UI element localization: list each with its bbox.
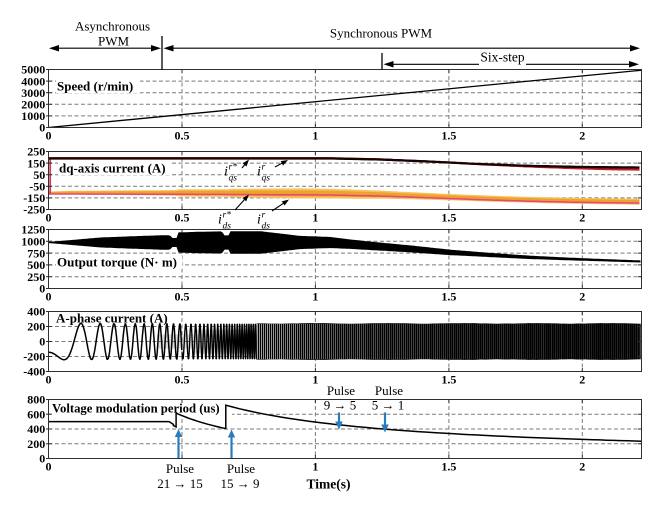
svg-text:1: 1 [312,129,318,143]
svg-text:50: 50 [33,168,45,182]
svg-text:Six-step: Six-step [480,50,525,65]
svg-text:9 → 5: 9 → 5 [324,397,357,412]
svg-text:0: 0 [46,290,52,304]
svg-text:2: 2 [579,129,585,143]
svg-text:r*: r* [229,163,238,173]
svg-text:0: 0 [46,460,52,474]
svg-text:2000: 2000 [21,98,45,112]
svg-text:Speed (r/min): Speed (r/min) [57,79,133,94]
svg-text:-400: -400 [23,365,45,379]
svg-text:0: 0 [39,282,45,296]
svg-text:i: i [257,165,261,180]
svg-text:21 → 15: 21 → 15 [157,476,203,491]
svg-text:Pulse: Pulse [227,461,255,476]
svg-text:dq-axis current (A): dq-axis current (A) [59,161,166,176]
svg-text:1000: 1000 [21,109,45,123]
svg-text:Pulse: Pulse [327,383,355,398]
svg-text:Output torque (N· m): Output torque (N· m) [57,255,177,270]
svg-text:0.5: 0.5 [175,129,190,143]
svg-text:PWM: PWM [98,33,130,48]
svg-text:1: 1 [312,460,318,474]
svg-text:800: 800 [27,393,45,407]
svg-text:qs: qs [229,174,238,184]
svg-text:1000: 1000 [21,235,45,249]
svg-text:i: i [224,165,228,180]
svg-text:-150: -150 [23,191,45,205]
svg-text:Asynchronous: Asynchronous [75,19,150,34]
svg-text:2: 2 [579,290,585,304]
svg-text:-50: -50 [29,180,45,194]
svg-text:0: 0 [46,373,52,387]
svg-text:-200: -200 [23,350,45,364]
svg-text:200: 200 [27,320,45,334]
svg-text:600: 600 [27,407,45,421]
svg-text:1.5: 1.5 [441,129,456,143]
svg-text:4000: 4000 [21,74,45,88]
svg-text:2: 2 [579,211,585,225]
svg-text:0: 0 [46,211,52,225]
svg-text:500: 500 [27,258,45,272]
svg-text:0: 0 [39,121,45,135]
svg-text:400: 400 [27,422,45,436]
svg-text:1: 1 [312,373,318,387]
svg-text:0: 0 [46,129,52,143]
svg-text:i: i [257,213,261,228]
svg-text:i: i [218,213,222,228]
svg-text:150: 150 [27,156,45,170]
svg-text:250: 250 [27,270,45,284]
svg-text:1: 1 [312,290,318,304]
svg-text:5 → 1: 5 → 1 [372,397,405,412]
svg-text:1.5: 1.5 [441,290,456,304]
svg-text:Pulse: Pulse [166,461,194,476]
svg-text:2: 2 [579,460,585,474]
svg-text:r: r [262,163,266,173]
svg-text:200: 200 [27,437,45,451]
svg-text:0.5: 0.5 [175,290,190,304]
svg-text:15 → 9: 15 → 9 [221,476,260,491]
svg-text:0.5: 0.5 [175,373,190,387]
svg-text:1.5: 1.5 [441,460,456,474]
svg-text:ds: ds [262,222,271,232]
svg-text:r*: r* [223,211,232,221]
svg-text:Voltage modulation period (us): Voltage modulation period (us) [52,402,220,416]
svg-text:-250: -250 [23,203,45,217]
svg-text:0: 0 [39,335,45,349]
svg-text:3000: 3000 [21,86,45,100]
svg-text:A-phase current (A): A-phase current (A) [56,311,168,326]
svg-text:r: r [262,211,266,221]
svg-text:1.5: 1.5 [441,373,456,387]
svg-text:qs: qs [262,174,271,184]
svg-text:0.5: 0.5 [175,211,190,225]
svg-text:2: 2 [579,373,585,387]
svg-text:750: 750 [27,246,45,260]
svg-text:0: 0 [39,452,45,466]
svg-text:5000: 5000 [21,63,45,77]
svg-text:1250: 1250 [21,223,45,237]
svg-text:1.5: 1.5 [441,211,456,225]
svg-text:250: 250 [27,145,45,159]
svg-text:Time(s): Time(s) [307,476,351,491]
svg-text:ds: ds [223,222,232,232]
svg-text:400: 400 [27,305,45,319]
svg-text:Pulse: Pulse [375,383,403,398]
svg-text:Synchronous PWM: Synchronous PWM [330,26,433,41]
svg-text:1: 1 [312,211,318,225]
